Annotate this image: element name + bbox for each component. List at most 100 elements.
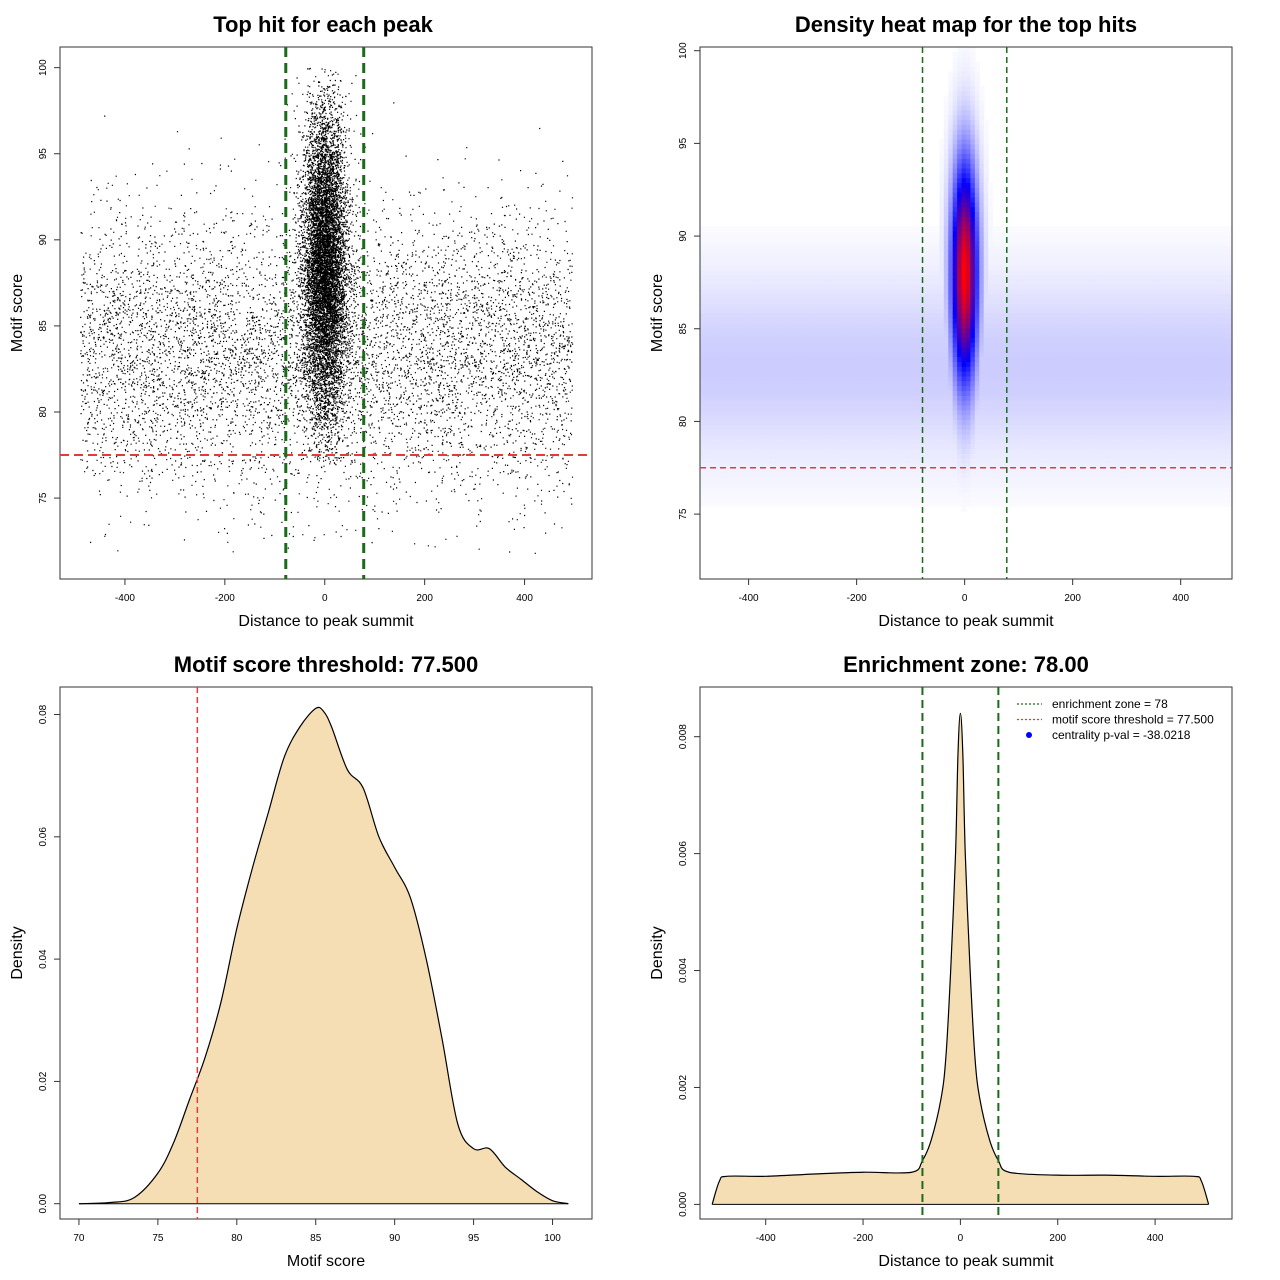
heatmap-cell — [921, 332, 927, 338]
heatmap-cell — [837, 400, 843, 406]
heatmap-cell — [757, 351, 763, 358]
heatmap-cell — [784, 501, 790, 508]
heatmap-cell — [841, 313, 847, 319]
heatmap-cell — [797, 230, 803, 237]
heatmap-cell — [1041, 346, 1047, 353]
heatmap-cell — [943, 395, 949, 401]
heatmap-cell — [833, 303, 839, 309]
heatmap-cell — [983, 167, 989, 174]
heatmap-cell — [770, 371, 776, 377]
heatmap-cell — [1045, 235, 1051, 242]
heatmap-cell — [770, 496, 776, 503]
heatmap-cell — [917, 501, 923, 508]
heatmap-cell — [895, 491, 901, 498]
heatmap-cell — [1023, 424, 1029, 430]
heatmap-cell — [921, 491, 927, 498]
heatmap-cell — [988, 414, 994, 420]
heatmap-cell — [903, 448, 909, 454]
heatmap-cell — [948, 182, 954, 188]
heatmap-cell — [1028, 288, 1034, 295]
heatmap-cell — [748, 298, 754, 304]
heatmap-cell — [961, 467, 967, 474]
heatmap-cell — [908, 327, 914, 333]
heatmap-cell — [828, 467, 834, 474]
heatmap-cell — [1045, 487, 1051, 493]
heatmap-cell — [886, 337, 892, 343]
heatmap-cell — [753, 356, 759, 362]
heatmap-cell — [859, 438, 865, 445]
heatmap-cell — [877, 448, 883, 454]
heatmap-cell — [974, 61, 980, 67]
heatmap-cell — [908, 429, 914, 435]
heatmap-cell — [735, 288, 741, 295]
heatmap-cell — [864, 501, 870, 508]
heatmap-cell — [952, 361, 958, 367]
heatmap-cell — [877, 313, 883, 319]
heatmap-cell — [797, 395, 803, 401]
heatmap-cell — [1010, 419, 1016, 425]
heatmap-cell — [775, 414, 781, 420]
heatmap-cell — [726, 269, 732, 275]
heatmap-cell — [757, 482, 763, 488]
heatmap-cell — [979, 182, 985, 188]
heatmap-cell — [881, 230, 887, 237]
heatmap-cell — [930, 346, 936, 353]
heatmap-cell — [952, 501, 958, 508]
heatmap-cell — [850, 424, 856, 430]
heatmap-cell — [1028, 279, 1034, 285]
heatmap-cell — [1032, 448, 1038, 454]
heatmap-cell — [797, 337, 803, 343]
heatmap-cell — [934, 458, 940, 464]
heatmap-cell — [762, 424, 768, 430]
heatmap-cell — [908, 269, 914, 275]
heatmap-cell — [739, 409, 745, 416]
heatmap-cell — [708, 327, 714, 333]
heatmap-cell — [841, 390, 847, 396]
heatmap-cell — [788, 225, 794, 232]
heatmap-cell — [881, 453, 887, 459]
heatmap-cell — [872, 269, 878, 275]
heatmap-cell — [824, 380, 830, 387]
heatmap-cell — [708, 366, 714, 372]
heatmap-cell — [788, 496, 794, 503]
heatmap-cell — [966, 192, 972, 198]
heatmap-cell — [753, 288, 759, 295]
heatmap-cell — [899, 259, 905, 266]
heatmap-cell — [837, 429, 843, 435]
heatmap-cell — [1019, 366, 1025, 372]
heatmap-cell — [895, 414, 901, 420]
heatmap-cell — [908, 424, 914, 430]
heatmap-cell — [722, 351, 728, 358]
heatmap-cell — [890, 303, 896, 309]
heatmap-cell — [793, 269, 799, 275]
heatmap-cell — [757, 225, 763, 232]
heatmap-cell — [983, 342, 989, 348]
heatmap-cell — [708, 467, 714, 474]
heatmap-cell — [717, 400, 723, 406]
heatmap-cell — [793, 225, 799, 232]
heatmap-cell — [983, 177, 989, 184]
heatmap-cell — [810, 453, 816, 459]
heatmap-cell — [1001, 453, 1007, 459]
heatmap-cell — [833, 346, 839, 353]
heatmap-cell — [841, 501, 847, 508]
heatmap-cell — [948, 453, 954, 459]
heatmap-cell — [793, 467, 799, 474]
heatmap-cell — [788, 419, 794, 425]
heatmap-cell — [881, 458, 887, 464]
heatmap-cell — [1010, 424, 1016, 430]
heatmap-cell — [700, 424, 706, 430]
heatmap-cell — [1041, 424, 1047, 430]
heatmap-cell — [881, 313, 887, 319]
heatmap-cell — [841, 458, 847, 464]
heatmap-cell — [1014, 317, 1020, 324]
heatmap-cell — [979, 462, 985, 469]
heatmap-cell — [974, 279, 980, 285]
heatmap-cell — [926, 390, 932, 396]
heatmap-cell — [970, 395, 976, 401]
heatmap-cell — [859, 254, 865, 261]
heatmap-cell — [952, 453, 958, 459]
heatmap-cell — [801, 395, 807, 401]
heatmap-cell — [957, 221, 963, 227]
heatmap-cell — [908, 482, 914, 488]
